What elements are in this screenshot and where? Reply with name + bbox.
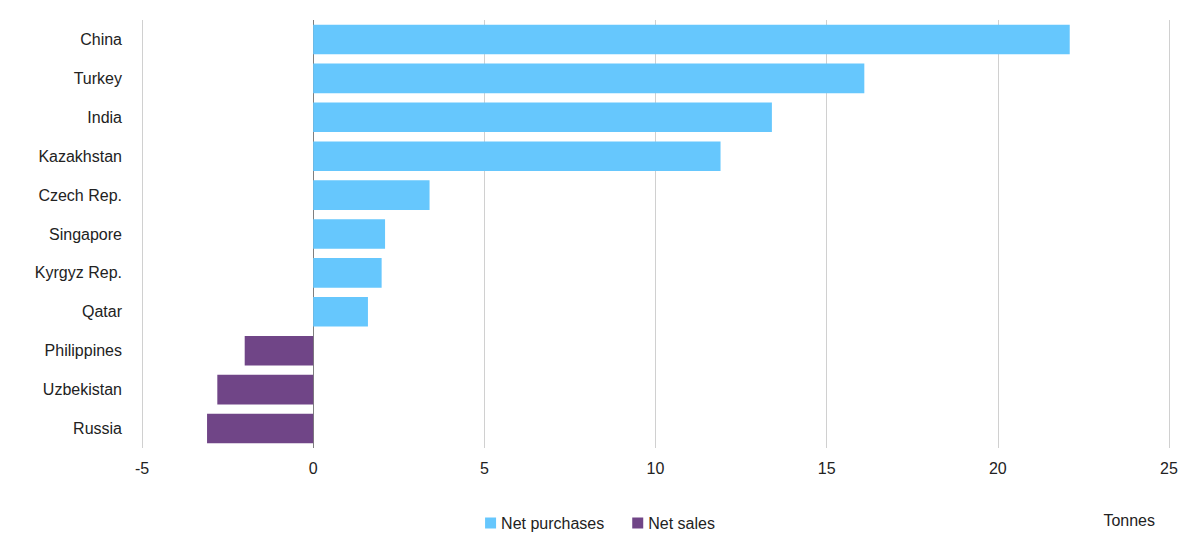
svg-text:India: India xyxy=(87,109,122,126)
svg-text:Uzbekistan: Uzbekistan xyxy=(43,381,122,398)
svg-text:0: 0 xyxy=(309,460,318,477)
svg-text:5: 5 xyxy=(480,460,489,477)
svg-text:-5: -5 xyxy=(135,460,149,477)
svg-text:Qatar: Qatar xyxy=(82,303,123,320)
svg-text:Tonnes: Tonnes xyxy=(1103,512,1155,529)
svg-text:Philippines: Philippines xyxy=(45,342,122,359)
svg-text:Net purchases: Net purchases xyxy=(501,515,604,532)
svg-text:Singapore: Singapore xyxy=(49,226,122,243)
svg-text:25: 25 xyxy=(1160,460,1178,477)
svg-text:10: 10 xyxy=(647,460,665,477)
svg-text:20: 20 xyxy=(989,460,1007,477)
svg-text:China: China xyxy=(80,31,122,48)
svg-text:Turkey: Turkey xyxy=(74,70,122,87)
svg-text:Russia: Russia xyxy=(73,420,122,437)
svg-text:Czech Rep.: Czech Rep. xyxy=(38,187,122,204)
svg-text:Kyrgyz Rep.: Kyrgyz Rep. xyxy=(35,264,122,281)
svg-text:Kazakhstan: Kazakhstan xyxy=(38,148,122,165)
svg-text:Net sales: Net sales xyxy=(648,515,715,532)
svg-text:15: 15 xyxy=(818,460,836,477)
